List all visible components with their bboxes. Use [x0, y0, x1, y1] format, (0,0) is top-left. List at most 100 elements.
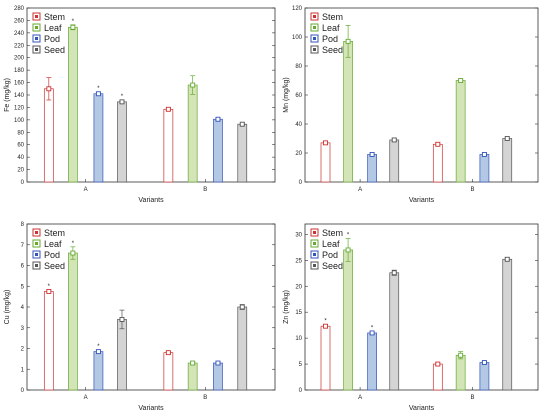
mean-marker	[345, 247, 351, 253]
y-tick-label: 120	[14, 105, 25, 111]
legend-label-stem: Stem	[44, 228, 65, 238]
mean-marker	[481, 360, 487, 365]
mean-marker	[239, 304, 245, 310]
y-tick-label: 60	[17, 143, 24, 149]
mean-marker	[239, 121, 245, 127]
y-tick-label: 5	[299, 362, 303, 368]
mean-marker	[504, 256, 510, 262]
y-tick-label: 260	[14, 18, 25, 24]
bar-seed	[117, 319, 127, 391]
y-tick-label: 280	[14, 6, 25, 12]
legend-label-seed: Seed	[44, 45, 65, 55]
y-tick-label: 3	[21, 326, 25, 332]
y-axis-label: Mn (mg/kg)	[283, 77, 290, 112]
chart-panel-3: 0 1 2 3 4 5 6 7 8 Cu (mg/kg) A B Variants * * * StemLeaf…	[4, 222, 276, 412]
bar-seed	[117, 101, 127, 183]
legend-label-leaf: Leaf	[44, 23, 62, 33]
mean-marker	[481, 151, 487, 157]
bar-leaf	[343, 249, 353, 391]
y-tick-label: 20	[295, 284, 302, 290]
mean-marker	[391, 270, 397, 276]
bar-leaf	[187, 84, 198, 183]
mean-marker	[435, 361, 441, 367]
bar-seed	[237, 123, 248, 183]
mean-marker	[95, 349, 101, 355]
y-axis-label: Fe (mg/kg)	[4, 78, 11, 112]
mean-marker	[119, 99, 125, 105]
bar-pod	[479, 154, 490, 183]
y-tick-label: 240	[14, 31, 25, 37]
bar-seed	[502, 138, 513, 183]
significance-star: *	[72, 241, 75, 247]
mean-marker	[345, 38, 351, 44]
bar-stem	[43, 88, 54, 183]
bar-stem	[432, 143, 443, 183]
bar-leaf	[68, 26, 78, 183]
legend-swatch-dot	[35, 264, 38, 267]
bar-stem	[163, 108, 174, 183]
y-tick-label: 0	[21, 180, 25, 186]
bar-seed	[502, 258, 513, 391]
legend-label-leaf: Leaf	[44, 239, 62, 249]
bar-leaf	[455, 354, 466, 391]
y-tick-label: 100	[292, 35, 303, 41]
mean-marker	[458, 78, 464, 83]
y-tick-label: 15	[295, 310, 302, 316]
legend-label-leaf: Leaf	[322, 239, 340, 249]
chart-panel-2: 0 20 40 60 80 100 120 Mn (mg/kg) A B Variants StemL…	[283, 6, 539, 204]
bar-seed	[389, 139, 400, 183]
bar-stem	[320, 325, 331, 391]
x-tick-label: A	[358, 187, 362, 193]
x-axis-label: Variants	[409, 405, 435, 412]
legend-label-seed: Seed	[322, 261, 343, 271]
x-tick-label: B	[471, 187, 475, 193]
y-tick-label: 25	[295, 258, 302, 264]
legend-label-pod: Pod	[44, 34, 60, 44]
bar-pod	[367, 154, 377, 183]
x-tick-label: A	[358, 395, 362, 401]
y-tick-label: 4	[21, 305, 25, 311]
legend-label-seed: Seed	[322, 45, 343, 55]
bar-leaf	[455, 80, 466, 183]
y-axis-label: Cu (mg/kg)	[4, 290, 11, 325]
mean-marker	[369, 151, 375, 157]
legend-label-pod: Pod	[44, 250, 60, 260]
mean-marker	[70, 24, 76, 30]
y-tick-label: 100	[14, 118, 25, 124]
mean-marker	[95, 91, 101, 97]
mean-marker	[190, 360, 196, 366]
x-axis-label: Variants	[409, 197, 435, 204]
bar-leaf	[343, 40, 353, 183]
mean-marker	[165, 350, 171, 356]
legend-swatch-dot	[35, 37, 38, 40]
significance-star: *	[371, 325, 374, 331]
significance-star: *	[72, 19, 75, 25]
y-tick-label: 7	[21, 243, 25, 249]
mean-marker	[391, 137, 397, 143]
mean-marker	[215, 116, 221, 122]
legend-swatch-dot	[313, 15, 316, 18]
y-tick-label: 120	[292, 6, 303, 12]
legend-label-stem: Stem	[44, 12, 65, 22]
legend-label-pod: Pod	[322, 34, 338, 44]
legend-swatch-dot	[313, 26, 316, 29]
significance-star: *	[324, 319, 327, 325]
mean-marker	[165, 106, 171, 112]
bar-pod	[93, 351, 104, 391]
bar-stem	[320, 142, 331, 183]
y-tick-label: 60	[295, 93, 302, 99]
mean-marker	[504, 136, 510, 141]
bar-leaf	[68, 252, 78, 391]
mean-marker	[190, 82, 196, 88]
y-tick-label: 140	[14, 93, 25, 99]
legend-swatch-dot	[35, 242, 38, 245]
legend-swatch-dot	[35, 26, 38, 29]
y-tick-label: 1	[21, 367, 25, 373]
significance-star: *	[347, 233, 350, 239]
legend-swatch-dot	[35, 15, 38, 18]
mean-marker	[119, 317, 125, 322]
bar-pod	[213, 118, 223, 183]
y-tick-label: 80	[17, 130, 24, 136]
chart-panel-1: 0 20 40 60 80 100 120 140 160 180 200 220 240 260 280 F…	[4, 6, 276, 204]
